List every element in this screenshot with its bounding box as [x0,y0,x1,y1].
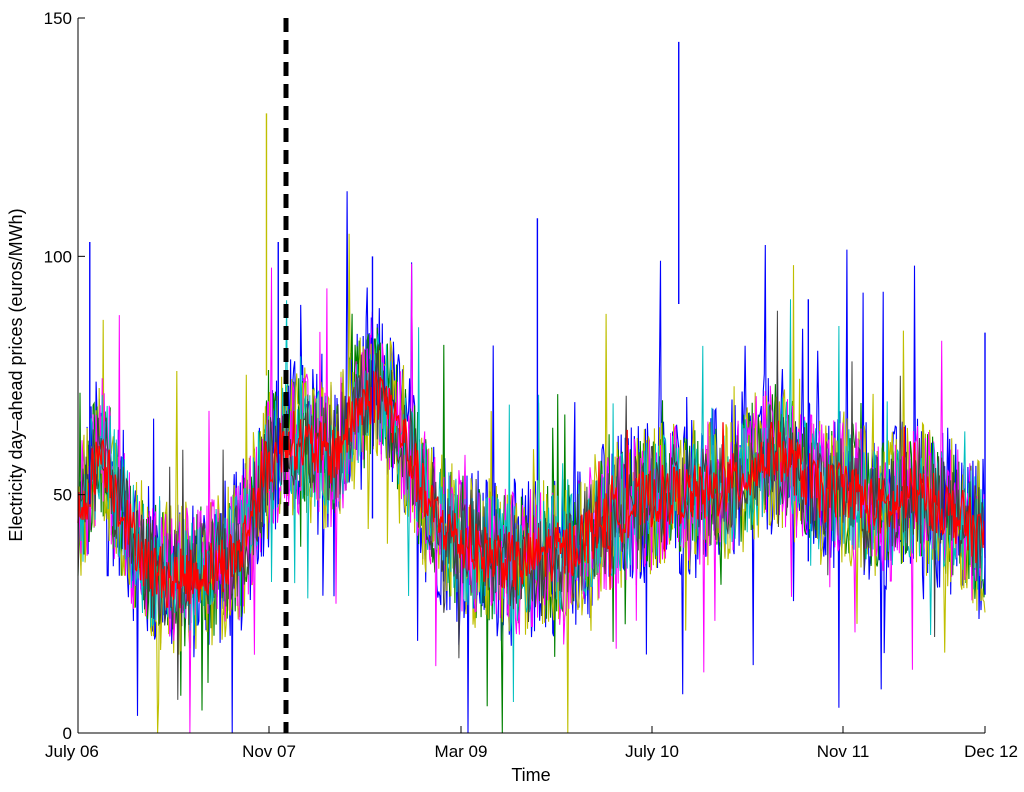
x-tick-label: Dec 12 [964,742,1018,761]
x-axis-title: Time [511,765,550,785]
x-tick-label: Mar 09 [435,742,488,761]
series-line [77,370,986,609]
x-tick-label: Nov 07 [242,742,296,761]
y-axis-title: Electricity day–ahead prices (euros/MWh) [6,208,26,541]
x-ticks: July 06 Nov 07 Mar 09 July 10 Nov 11 Dec 12 [45,726,1018,761]
y-tick-label: 100 [44,247,72,266]
x-tick-label: July 10 [625,742,679,761]
axes-layer [77,18,985,734]
x-tick-label: July 06 [45,742,99,761]
series-line [77,263,986,734]
y-tick-label: 150 [44,9,72,28]
y-ticks: 0 50 100 150 [44,9,85,743]
y-tick-label: 50 [53,486,72,505]
y-tick-label: 0 [63,724,72,743]
series-layer [77,41,986,734]
x-tick-label: Nov 11 [817,742,870,761]
